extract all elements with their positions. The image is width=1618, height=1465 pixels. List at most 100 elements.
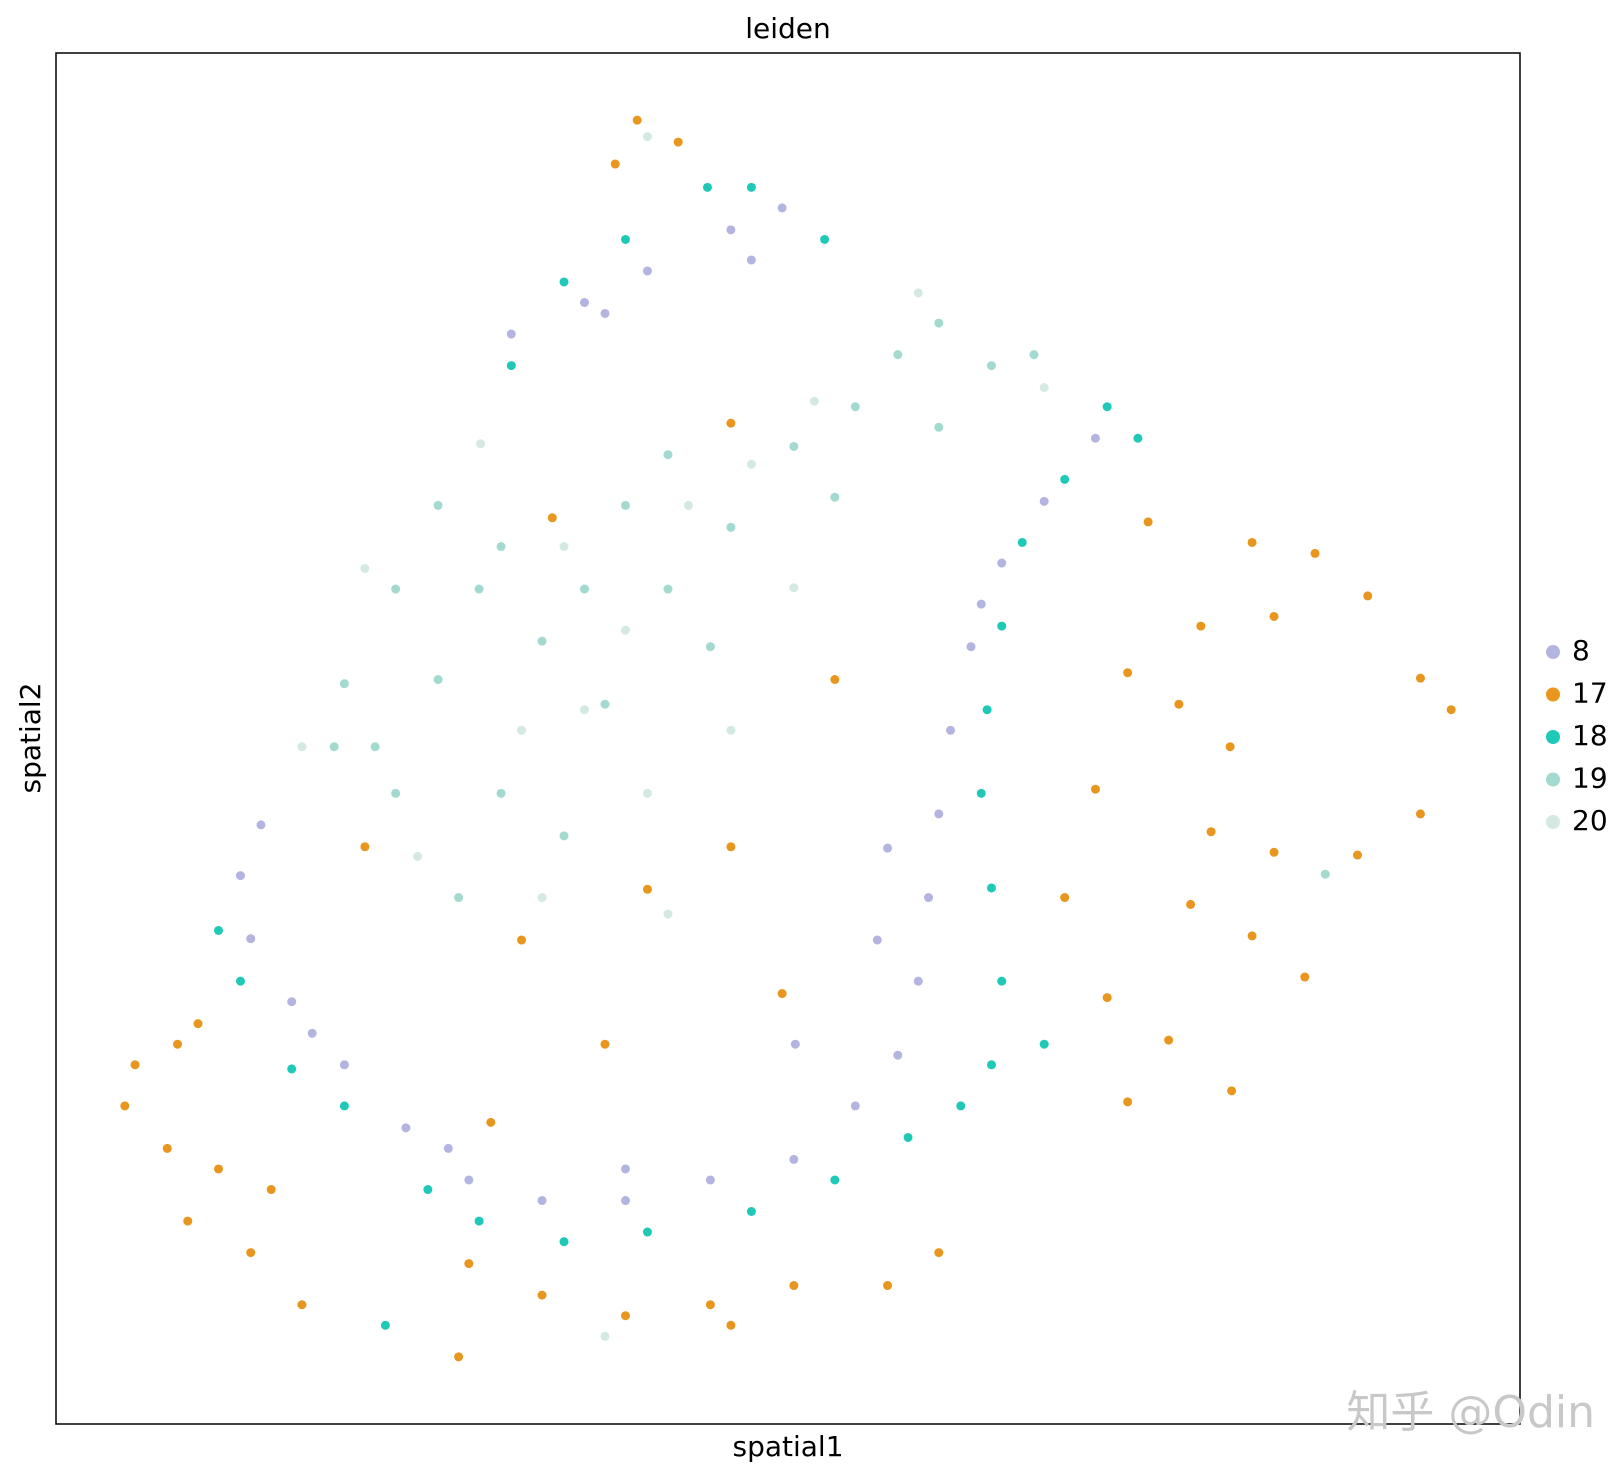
data-point bbox=[559, 542, 569, 552]
data-point bbox=[246, 1248, 256, 1258]
data-point bbox=[214, 925, 224, 935]
data-point bbox=[600, 1039, 610, 1049]
data-point bbox=[1133, 433, 1143, 443]
data-point bbox=[726, 522, 736, 532]
data-point bbox=[850, 1101, 860, 1111]
data-point bbox=[339, 679, 349, 689]
data-point bbox=[702, 182, 712, 192]
data-point bbox=[1446, 705, 1456, 715]
data-point bbox=[464, 1175, 474, 1185]
data-point bbox=[893, 1050, 903, 1060]
data-point bbox=[130, 1060, 140, 1070]
x-axis-label: spatial1 bbox=[732, 1430, 843, 1463]
legend-label: 19 bbox=[1572, 762, 1608, 795]
data-point bbox=[1186, 899, 1196, 909]
data-point bbox=[809, 396, 819, 406]
data-point bbox=[997, 621, 1007, 631]
legend-label: 20 bbox=[1572, 804, 1608, 837]
data-point bbox=[934, 422, 944, 432]
data-point bbox=[997, 558, 1007, 568]
data-point bbox=[705, 642, 715, 652]
data-point bbox=[600, 308, 610, 318]
data-point bbox=[391, 788, 401, 798]
data-point bbox=[610, 159, 620, 169]
data-point bbox=[193, 1019, 203, 1029]
data-point bbox=[913, 976, 923, 986]
data-point bbox=[903, 1132, 913, 1142]
data-point bbox=[600, 699, 610, 709]
legend-marker bbox=[1546, 687, 1560, 702]
data-point bbox=[1415, 809, 1425, 819]
data-point bbox=[1196, 621, 1206, 631]
data-point bbox=[986, 883, 996, 893]
data-point bbox=[830, 1175, 840, 1185]
data-point bbox=[433, 675, 443, 685]
data-point bbox=[997, 976, 1007, 986]
data-point bbox=[642, 1227, 652, 1237]
data-point bbox=[580, 584, 590, 594]
data-point bbox=[486, 1117, 496, 1127]
data-point bbox=[1247, 931, 1257, 941]
data-point bbox=[976, 788, 986, 798]
data-point bbox=[1039, 383, 1049, 393]
data-point bbox=[297, 1300, 307, 1310]
data-point bbox=[934, 1248, 944, 1258]
data-point bbox=[413, 851, 423, 861]
data-point bbox=[423, 1185, 433, 1195]
data-point bbox=[924, 893, 934, 903]
data-point bbox=[1090, 784, 1100, 794]
data-point bbox=[893, 350, 903, 360]
data-point bbox=[913, 288, 923, 298]
data-point bbox=[580, 705, 590, 715]
data-point bbox=[746, 182, 756, 192]
data-point bbox=[506, 361, 516, 371]
data-point bbox=[850, 402, 860, 412]
data-point bbox=[976, 599, 986, 609]
data-point bbox=[632, 115, 642, 125]
data-point bbox=[789, 583, 799, 593]
data-point bbox=[642, 132, 652, 142]
data-point bbox=[474, 1216, 484, 1226]
data-point bbox=[663, 909, 673, 919]
data-point bbox=[956, 1101, 966, 1111]
data-point bbox=[360, 563, 370, 573]
data-point bbox=[360, 842, 370, 852]
data-point bbox=[789, 441, 799, 451]
data-point bbox=[883, 843, 893, 853]
data-point bbox=[620, 234, 630, 244]
data-point bbox=[663, 584, 673, 594]
data-point bbox=[946, 725, 956, 735]
data-point bbox=[401, 1123, 411, 1133]
data-point bbox=[642, 266, 652, 276]
data-point bbox=[1090, 433, 1100, 443]
data-point bbox=[777, 989, 787, 999]
data-point bbox=[820, 234, 830, 244]
data-point bbox=[1060, 474, 1070, 484]
data-point bbox=[297, 742, 307, 752]
data-point bbox=[620, 1164, 630, 1174]
data-point bbox=[620, 1311, 630, 1321]
data-point bbox=[1017, 537, 1027, 547]
data-point bbox=[559, 277, 569, 287]
data-point bbox=[1102, 402, 1112, 412]
data-point bbox=[287, 997, 297, 1007]
data-point bbox=[380, 1320, 390, 1330]
data-point bbox=[329, 742, 339, 752]
data-point bbox=[600, 1331, 610, 1341]
data-point bbox=[620, 500, 630, 510]
data-point bbox=[173, 1039, 183, 1049]
watermark: 知乎 @Odin bbox=[1346, 1387, 1595, 1438]
data-point bbox=[1225, 742, 1235, 752]
legend-marker bbox=[1546, 815, 1560, 829]
data-point bbox=[830, 492, 840, 502]
legend-marker bbox=[1546, 730, 1560, 744]
data-point bbox=[496, 788, 506, 798]
data-point bbox=[1415, 673, 1425, 683]
data-point bbox=[620, 1196, 630, 1206]
data-point bbox=[547, 513, 557, 523]
data-point bbox=[339, 1060, 349, 1070]
data-point bbox=[464, 1259, 474, 1269]
data-point bbox=[1039, 1039, 1049, 1049]
data-point bbox=[246, 934, 256, 944]
data-point bbox=[705, 1175, 715, 1185]
